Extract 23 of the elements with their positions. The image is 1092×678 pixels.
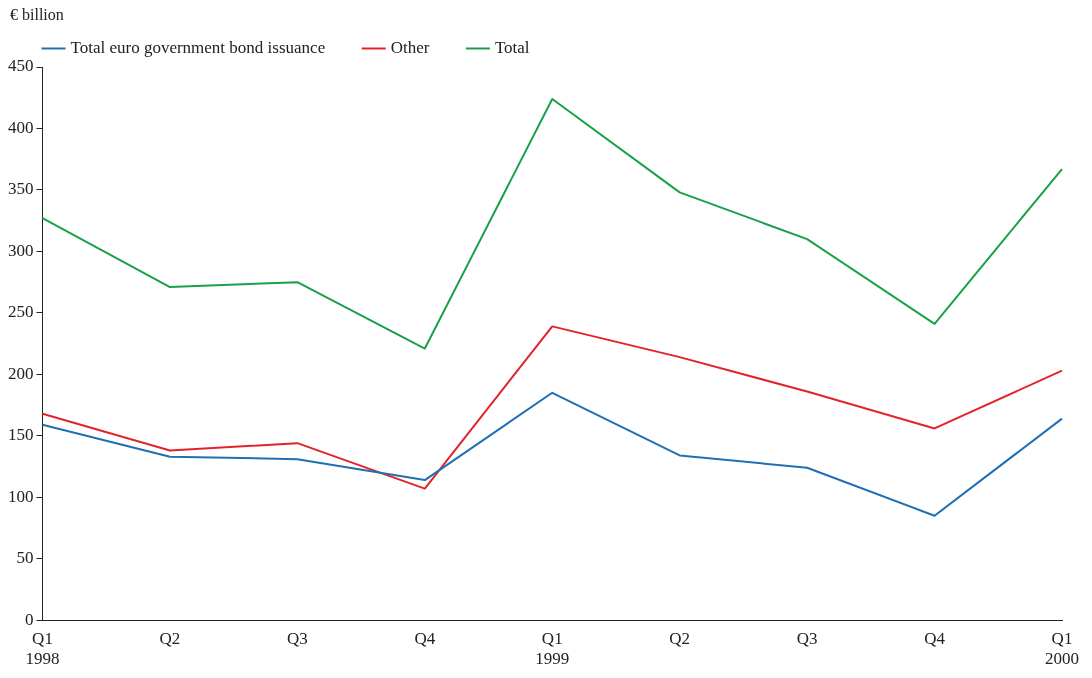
x-tick-label: Q4: [924, 628, 946, 648]
legend-label: Total euro government bond issuance: [70, 37, 326, 57]
y-tick-label: 50: [16, 548, 34, 568]
y-tick-label: 350: [8, 179, 34, 199]
y-tick-label: 150: [8, 425, 34, 445]
legend-label: Total: [494, 37, 530, 57]
x-tick-label: Q3: [286, 628, 308, 648]
y-tick-label: 100: [8, 486, 34, 506]
legend-label: Other: [390, 37, 430, 57]
x-tick-label: Q1 1998: [25, 628, 60, 669]
x-tick-label: Q2: [669, 628, 691, 648]
x-tick-label: Q1 1999: [535, 628, 570, 669]
y-axis-title: € billion: [10, 6, 64, 24]
y-tick-label: 450: [8, 56, 34, 76]
x-tick-label: Q2: [159, 628, 181, 648]
y-tick-label: 200: [8, 363, 34, 383]
y-tick-label: 400: [8, 117, 34, 137]
x-tick-label: Q1 2000: [1045, 628, 1079, 669]
y-tick-label: 300: [8, 240, 34, 260]
x-tick-label: Q4: [414, 628, 436, 648]
x-tick-label: Q3: [796, 628, 818, 648]
y-tick-label: 250: [8, 302, 34, 322]
y-tick-label: 0: [25, 609, 34, 629]
